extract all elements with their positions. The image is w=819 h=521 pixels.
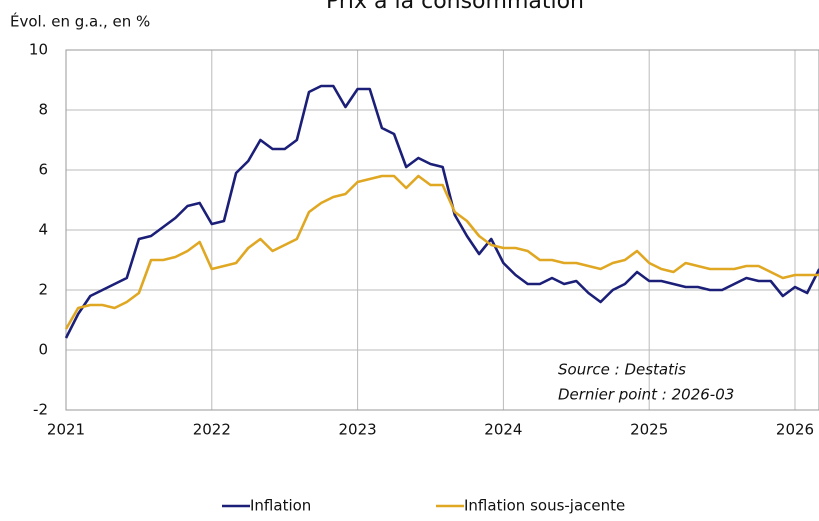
plot-border bbox=[65, 49, 819, 411]
x-tick-label: 2026 bbox=[776, 421, 814, 439]
y-tick-label: 8 bbox=[38, 101, 48, 119]
series-line bbox=[64, 84, 819, 339]
plot: -2 0 2 4 6 8 10 2021 2022 2023 2024 2025 2026 Inflati… bbox=[29, 41, 819, 515]
x-tick-label: 2022 bbox=[193, 421, 231, 439]
legend-label: Inflation bbox=[250, 497, 311, 515]
y-tick-label: 0 bbox=[38, 341, 48, 359]
y-tick-label: 2 bbox=[38, 281, 48, 299]
y-tick-label: 4 bbox=[38, 221, 48, 239]
y-tick-label: -2 bbox=[33, 401, 48, 419]
x-tick-label: 2025 bbox=[630, 421, 668, 439]
annotation: Dernier point : 2026-03 bbox=[558, 386, 734, 404]
series-line bbox=[64, 174, 819, 330]
chart-title: Prix à la consommation bbox=[326, 0, 584, 14]
legend-label: Inflation sous-jacente bbox=[464, 497, 625, 515]
y-tick-label: 6 bbox=[38, 161, 48, 179]
x-tick-label: 2024 bbox=[484, 421, 522, 439]
x-tick-label: 2021 bbox=[47, 421, 85, 439]
y-axis-label: Évol. en g.a., en % bbox=[10, 12, 150, 31]
y-tick-label: 10 bbox=[29, 41, 48, 59]
x-tick-label: 2023 bbox=[339, 421, 377, 439]
annotation: Source : Destatis bbox=[558, 361, 686, 379]
